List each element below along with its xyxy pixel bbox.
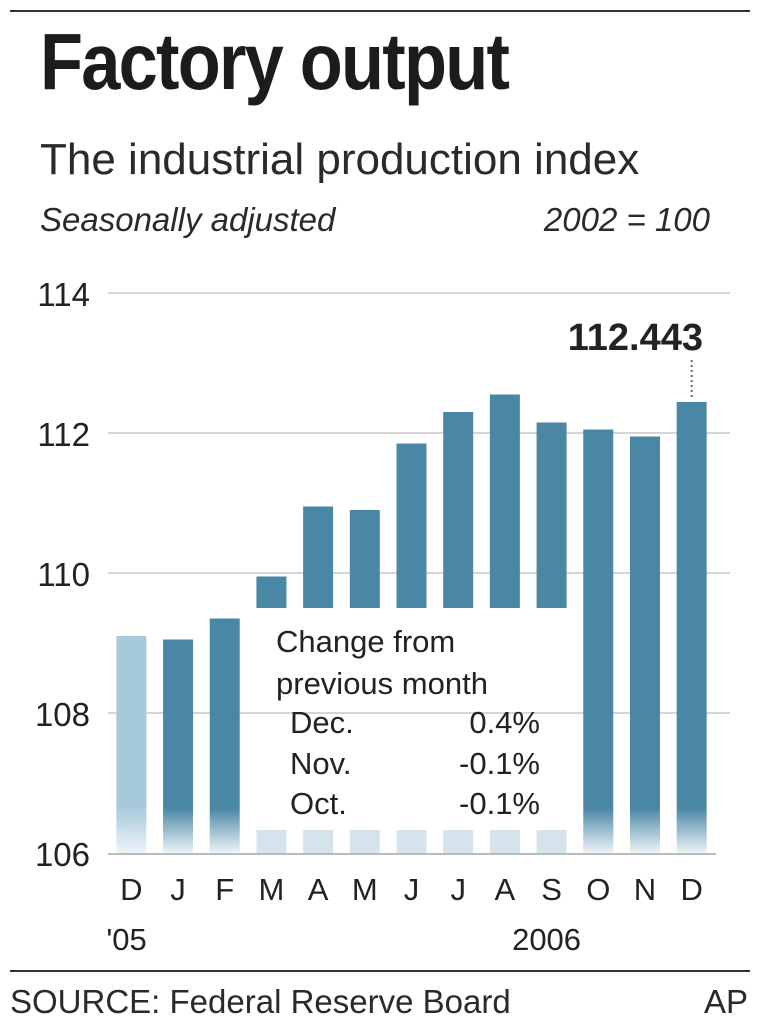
x-tick-label: A [308, 872, 329, 907]
x-tick-label: J [170, 872, 186, 907]
x-tick-label: J [404, 872, 420, 907]
y-tick-label: 114 [37, 276, 90, 313]
x-tick-label: N [634, 872, 656, 907]
bar-base [163, 808, 194, 853]
highlight-value-label: 112.443 [568, 317, 703, 359]
bar [303, 506, 334, 608]
bar-base [303, 830, 334, 853]
x-tick-label: A [495, 872, 516, 907]
bar [489, 394, 520, 608]
y-tick-label: 106 [35, 836, 90, 873]
x-tick-label: J [450, 872, 466, 907]
y-tick-label: 108 [35, 696, 90, 733]
inset-value: -0.1% [459, 786, 540, 821]
bar [163, 639, 194, 808]
inset-value: -0.1% [459, 746, 540, 781]
x-tick-label: M [352, 872, 378, 907]
x-tick-label: F [215, 872, 234, 907]
inset-title: Change from previous month [276, 624, 488, 701]
x-tick-label: M [259, 872, 285, 907]
agency-credit: AP [703, 983, 748, 1020]
x-tick-label: D [120, 872, 142, 907]
bar [443, 412, 474, 608]
x-tick-label: O [586, 872, 610, 907]
bar-base [583, 808, 614, 853]
base-year-note: 2002 = 100 [543, 201, 710, 238]
bar-base [396, 830, 427, 853]
bar-base [116, 808, 147, 853]
x-tick-label: D [680, 872, 702, 907]
bar-base [489, 830, 520, 853]
year-label: '05 [106, 922, 146, 957]
bar [629, 436, 660, 808]
bar [536, 422, 567, 608]
inset-month: Dec. [290, 705, 354, 740]
bar [676, 401, 707, 808]
bar-base [536, 830, 567, 853]
bar [583, 429, 614, 808]
y-tick-label: 112 [37, 416, 90, 453]
inset-value: 0.4% [469, 705, 540, 740]
year-label: 2006 [512, 922, 581, 957]
bar-base [209, 808, 240, 853]
seasonal-note: Seasonally adjusted [40, 201, 336, 238]
y-tick-label: 110 [37, 556, 90, 593]
bar-base [256, 830, 287, 853]
bar [209, 618, 240, 808]
bar-base [676, 808, 707, 853]
bar [116, 636, 147, 808]
chart-title: Factory output [40, 17, 510, 106]
top-rule [10, 10, 750, 12]
x-tick-label: S [541, 872, 562, 907]
chart-subtitle: The industrial production index [40, 135, 640, 184]
bar-base [349, 830, 380, 853]
bar [349, 510, 380, 608]
inset-month: Nov. [290, 746, 352, 781]
change-inset: Change from previous month Dec. 0.4% Nov… [240, 615, 570, 825]
bottom-rule [10, 970, 750, 972]
bar-base [443, 830, 474, 853]
bar-base [629, 808, 660, 853]
inset-month: Oct. [290, 786, 347, 821]
bar [256, 576, 287, 608]
bar [396, 443, 427, 608]
source-credit: SOURCE: Federal Reserve Board [10, 983, 511, 1020]
